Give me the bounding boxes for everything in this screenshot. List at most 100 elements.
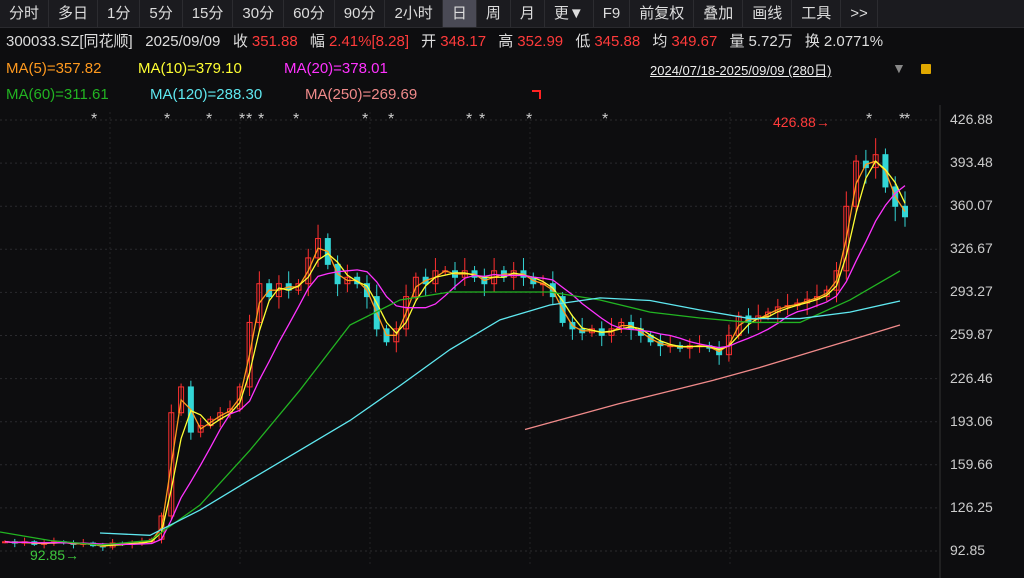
candle-body bbox=[853, 160, 860, 207]
y-tick-label: 393.48 bbox=[950, 154, 993, 171]
y-tick-label: 326.67 bbox=[950, 240, 993, 257]
min-price-annotation: 92.85→ bbox=[30, 547, 79, 563]
event-star-icon: * bbox=[362, 111, 368, 128]
close-value: 351.88 bbox=[251, 33, 298, 50]
ma120-legend: MA(120)=288.30 bbox=[150, 86, 263, 103]
triangle-down-icon[interactable]: ▼ bbox=[892, 60, 906, 76]
ma20-legend: MA(20)=378.01 bbox=[284, 60, 388, 77]
toolbar-item[interactable]: F9 bbox=[594, 0, 631, 27]
toolbar-item[interactable]: 周 bbox=[477, 0, 511, 27]
ma5-legend: MA(5)=357.82 bbox=[6, 60, 102, 77]
y-tick-label: 159.66 bbox=[950, 455, 993, 472]
event-star-icon: * bbox=[206, 111, 212, 128]
toolbar-item[interactable]: 5分 bbox=[140, 0, 183, 27]
y-tick-label: 92.85 bbox=[950, 542, 986, 558]
candle-body bbox=[403, 296, 410, 330]
event-star-icon: * bbox=[466, 111, 472, 128]
toolbar-item[interactable]: 90分 bbox=[335, 0, 386, 27]
event-star-icon: * bbox=[246, 111, 252, 128]
avg-value: 349.67 bbox=[671, 33, 718, 50]
toolbar-item[interactable]: 15分 bbox=[183, 0, 234, 27]
candle-body bbox=[843, 205, 850, 272]
y-tick-label: 360.07 bbox=[950, 197, 993, 214]
date-range-selector[interactable]: 2024/07/18-2025/09/09 (280日) bbox=[650, 63, 832, 78]
toolbar-item[interactable]: 月 bbox=[511, 0, 545, 27]
toolbar-item[interactable]: 分时 bbox=[0, 0, 50, 27]
candle-body bbox=[872, 154, 879, 169]
candle-body bbox=[236, 386, 243, 410]
y-tick-label: 426.88 bbox=[950, 111, 993, 127]
open-label: 开 bbox=[421, 33, 437, 50]
toolbar-item[interactable]: 1分 bbox=[98, 0, 141, 27]
toolbar-item[interactable]: 30分 bbox=[233, 0, 285, 27]
y-tick-label: 193.06 bbox=[950, 412, 993, 429]
ma120-line bbox=[99, 297, 901, 536]
event-star-icon: * bbox=[293, 111, 299, 128]
candle-body bbox=[833, 270, 840, 291]
y-tick-label: 226.46 bbox=[950, 369, 993, 386]
turnover-value: 2.0771% bbox=[823, 33, 884, 50]
y-tick-label: 293.27 bbox=[950, 283, 993, 300]
candle-body bbox=[765, 311, 772, 317]
toolbar-item[interactable]: 工具 bbox=[792, 0, 842, 27]
close-label: 收 bbox=[232, 33, 248, 50]
event-star-icon: * bbox=[91, 111, 97, 128]
candle-body bbox=[246, 321, 253, 388]
high-label: 高 bbox=[498, 33, 514, 50]
event-star-icon: * bbox=[258, 111, 264, 128]
candle-body bbox=[256, 283, 263, 323]
ma10-legend: MA(10)=379.10 bbox=[138, 60, 242, 77]
candle-body bbox=[178, 386, 185, 414]
y-tick-label: 126.25 bbox=[950, 498, 993, 515]
candle-body bbox=[168, 412, 175, 517]
ma250-legend: MA(250)=269.69 bbox=[305, 86, 418, 103]
open-value: 348.17 bbox=[440, 33, 487, 50]
event-star-icon: * bbox=[866, 111, 872, 128]
toolbar-item[interactable]: 画线 bbox=[743, 0, 793, 27]
toolbar-item[interactable]: 更▼ bbox=[545, 0, 594, 27]
y-tick-label: 259.87 bbox=[950, 326, 993, 343]
event-star-icon: * bbox=[526, 111, 532, 128]
toolbar-item[interactable]: 日 bbox=[442, 0, 477, 27]
candle-body bbox=[412, 276, 419, 298]
event-star-icon: * bbox=[388, 111, 394, 128]
quote-bar: 300033.SZ[同花顺] 2025/09/09 收 351.88 幅 2.41%… bbox=[6, 30, 883, 51]
candle-body bbox=[305, 257, 312, 285]
corner-marker-icon bbox=[532, 90, 541, 99]
max-price-annotation: 426.88→ bbox=[773, 114, 830, 130]
volume-value: 5.72万 bbox=[748, 33, 793, 50]
ma60-legend: MA(60)=311.61 bbox=[6, 86, 109, 103]
low-value: 345.88 bbox=[594, 33, 641, 50]
volume-label: 量 bbox=[729, 33, 745, 50]
toolbar-item[interactable]: 多日 bbox=[49, 0, 99, 27]
quote-date: 2025/09/09 bbox=[145, 33, 221, 50]
stock-code: 300033.SZ[同花顺] bbox=[6, 33, 133, 50]
event-star-icon: * bbox=[899, 111, 905, 128]
toolbar-item[interactable]: 60分 bbox=[284, 0, 335, 27]
toolbar-item[interactable]: 前复权 bbox=[630, 0, 695, 27]
event-star-icon: * bbox=[904, 111, 910, 128]
period-toolbar: 分时 多日 1分 5分 15分 30分 60分 90分 2小时日周月更▼ F9 前复权 叠加 画线 工具 >… bbox=[0, 0, 1024, 28]
toolbar-item[interactable]: >> bbox=[841, 0, 878, 27]
event-star-icon: * bbox=[602, 111, 608, 128]
change-value: 2.41%[8.28] bbox=[328, 33, 409, 50]
avg-label: 均 bbox=[652, 33, 668, 50]
event-star-icon: * bbox=[164, 111, 170, 128]
ma5-line bbox=[4, 160, 906, 547]
ma20-line bbox=[4, 185, 906, 546]
ma10-line bbox=[4, 160, 906, 546]
toolbar-item[interactable]: 叠加 bbox=[694, 0, 744, 27]
toolbar-item[interactable]: 2小时 bbox=[385, 0, 443, 27]
event-star-icon: * bbox=[239, 111, 245, 128]
turnover-label: 换 bbox=[804, 33, 820, 50]
ma250-line bbox=[524, 324, 901, 431]
candle-body bbox=[315, 238, 322, 259]
event-star-icon: * bbox=[479, 111, 485, 128]
candle-body bbox=[197, 425, 204, 433]
change-label: 幅 bbox=[309, 33, 325, 50]
lock-icon[interactable] bbox=[921, 64, 931, 74]
ma60-line bbox=[0, 270, 901, 546]
high-value: 352.99 bbox=[517, 33, 564, 50]
low-label: 低 bbox=[575, 33, 591, 50]
